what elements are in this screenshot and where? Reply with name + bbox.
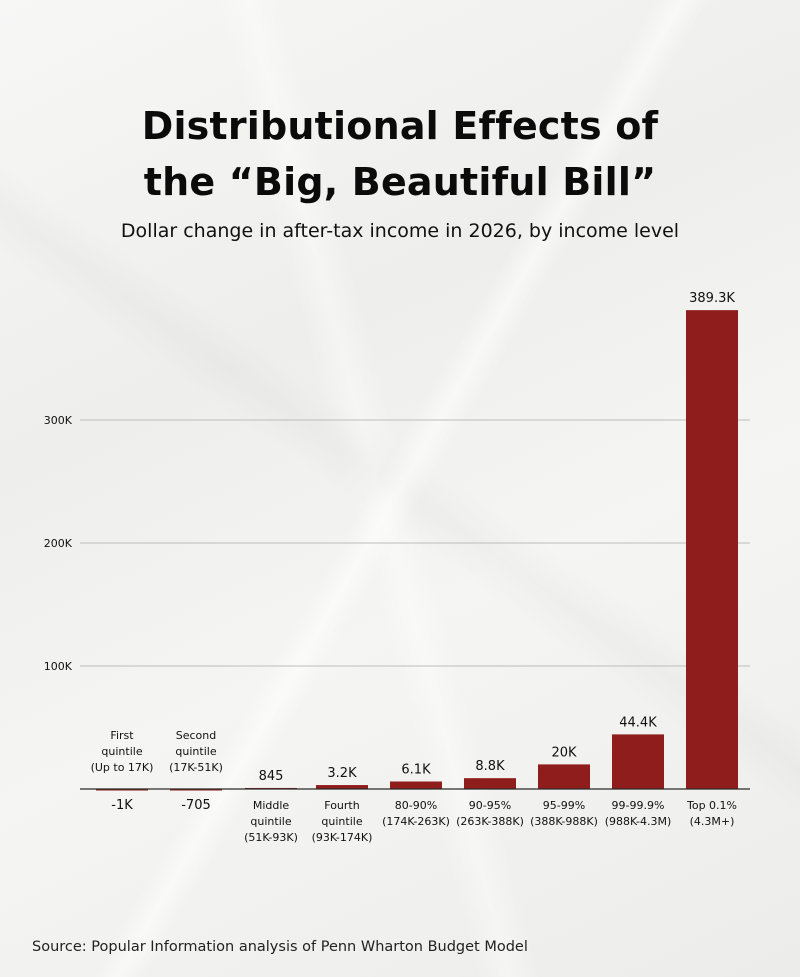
category-label-1-2: (17K-51K) — [169, 761, 223, 774]
y-tick-label-100K: 100K — [44, 660, 73, 673]
bar-4 — [390, 781, 442, 789]
category-label-8-1: (4.3M+) — [690, 815, 735, 828]
category-label-6-0: 95-99% — [543, 799, 585, 812]
data-label-1: -705 — [181, 798, 211, 813]
category-label-2-2: (51K-93K) — [244, 831, 298, 844]
data-label-5: 8.8K — [475, 759, 505, 774]
bar-0 — [96, 789, 148, 791]
bar-5 — [464, 778, 516, 789]
data-label-0: -1K — [111, 798, 133, 813]
data-label-3: 3.2K — [327, 766, 357, 781]
category-label-6-1: (388K-988K) — [530, 815, 598, 828]
bar-1 — [170, 789, 222, 791]
bar-3 — [316, 785, 368, 789]
category-label-2-1: quintile — [250, 815, 291, 828]
chart-title-line-1: Distributional Effects of — [141, 104, 659, 148]
category-label-3-2: (93K-174K) — [312, 831, 373, 844]
y-tick-label-300K: 300K — [44, 414, 73, 427]
data-label-4: 6.1K — [401, 762, 431, 777]
category-label-8-0: Top 0.1% — [686, 799, 737, 812]
category-label-7-1: (988K-4.3M) — [605, 815, 672, 828]
category-label-3-1: quintile — [321, 815, 362, 828]
source-note: Source: Popular Information analysis of … — [32, 939, 528, 955]
category-label-4-0: 80-90% — [395, 799, 437, 812]
category-label-3-0: Fourth — [324, 799, 359, 812]
category-label-5-0: 90-95% — [469, 799, 511, 812]
category-label-1-0: Second — [176, 729, 216, 742]
category-label-1-1: quintile — [175, 745, 216, 758]
chart-title: Distributional Effects of the “Big, Beau… — [0, 98, 800, 210]
category-label-0-1: quintile — [101, 745, 142, 758]
bar-6 — [538, 764, 590, 789]
category-label-0-2: (Up to 17K) — [91, 761, 154, 774]
category-label-5-1: (263K-388K) — [456, 815, 524, 828]
category-label-4-1: (174K-263K) — [382, 815, 450, 828]
data-label-6: 20K — [551, 745, 577, 760]
data-label-8: 389.3K — [689, 291, 735, 306]
category-label-0-0: First — [110, 729, 134, 742]
data-label-7: 44.4K — [619, 715, 657, 730]
chart-subtitle: Dollar change in after-tax income in 202… — [120, 220, 680, 242]
bar-7 — [612, 734, 664, 789]
bar-8 — [686, 310, 738, 789]
category-label-7-0: 99-99.9% — [612, 799, 665, 812]
y-tick-label-200K: 200K — [44, 537, 73, 550]
data-label-2: 845 — [259, 769, 284, 784]
chart-title-line-2: the “Big, Beautiful Bill” — [143, 160, 657, 204]
category-label-2-0: Middle — [253, 799, 290, 812]
